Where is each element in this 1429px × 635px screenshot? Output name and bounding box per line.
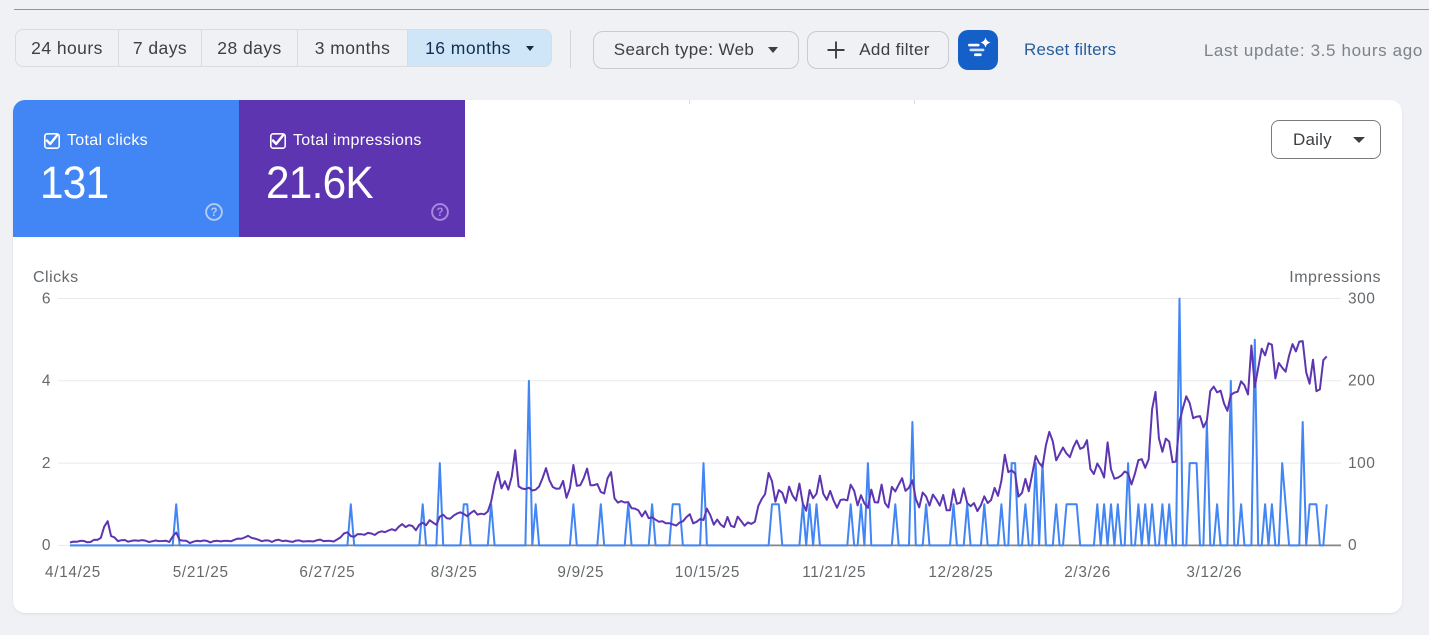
svg-text:10/15/25: 10/15/25	[675, 564, 740, 581]
svg-text:100: 100	[1348, 455, 1375, 472]
svg-text:?: ?	[210, 207, 217, 219]
svg-text:5/21/25: 5/21/25	[173, 564, 229, 581]
svg-text:8/3/25: 8/3/25	[431, 564, 478, 581]
svg-text:0: 0	[42, 537, 51, 554]
svg-text:12/28/25: 12/28/25	[928, 564, 993, 581]
svg-text:0: 0	[1348, 537, 1357, 554]
svg-text:4: 4	[42, 373, 51, 390]
svg-text:9/9/25: 9/9/25	[557, 564, 604, 581]
svg-text:4/14/25: 4/14/25	[45, 564, 101, 581]
svg-text:3/12/26: 3/12/26	[1186, 564, 1242, 581]
svg-text:11/21/25: 11/21/25	[802, 564, 866, 581]
svg-text:Impressions: Impressions	[1289, 269, 1381, 286]
svg-text:300: 300	[1348, 290, 1375, 307]
svg-text:6: 6	[42, 290, 51, 307]
svg-text:2: 2	[42, 455, 51, 472]
svg-text:200: 200	[1348, 373, 1375, 390]
svg-text:?: ?	[436, 207, 443, 219]
svg-text:6/27/25: 6/27/25	[299, 564, 355, 581]
svg-text:2/3/26: 2/3/26	[1064, 564, 1111, 581]
svg-text:Clicks: Clicks	[33, 269, 79, 286]
